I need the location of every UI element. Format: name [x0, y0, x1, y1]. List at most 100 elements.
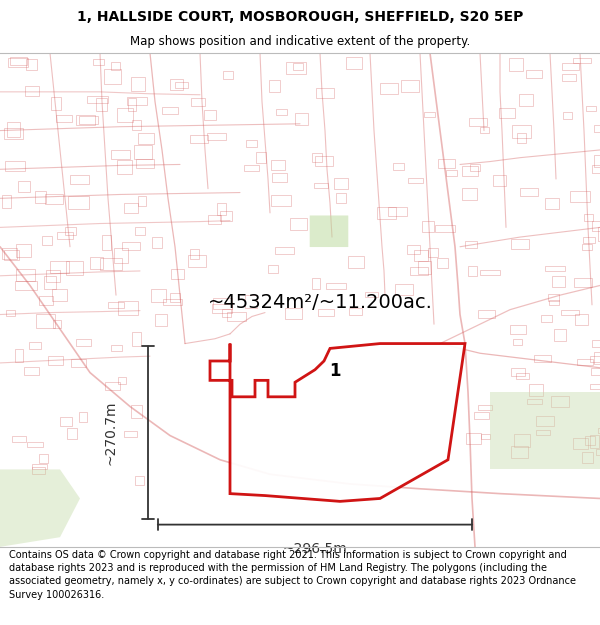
Bar: [462, 188, 476, 200]
Bar: [67, 261, 83, 275]
Bar: [116, 107, 133, 122]
Bar: [514, 339, 523, 344]
Bar: [68, 196, 89, 209]
Bar: [203, 110, 216, 120]
Bar: [581, 452, 593, 463]
Bar: [15, 281, 37, 290]
Bar: [135, 476, 144, 485]
Bar: [598, 428, 600, 433]
Bar: [208, 133, 226, 140]
Bar: [312, 278, 320, 289]
Bar: [102, 235, 111, 250]
Bar: [437, 258, 448, 268]
Bar: [24, 367, 39, 375]
Bar: [380, 83, 398, 94]
Bar: [50, 261, 69, 273]
Bar: [590, 384, 600, 389]
Bar: [284, 308, 302, 319]
Bar: [10, 57, 26, 64]
Bar: [4, 250, 19, 259]
Bar: [563, 111, 572, 119]
Bar: [135, 226, 145, 235]
Bar: [575, 314, 589, 326]
Bar: [41, 236, 52, 245]
Bar: [57, 232, 73, 239]
Bar: [365, 292, 378, 297]
Bar: [44, 276, 56, 289]
Bar: [7, 122, 20, 137]
Bar: [511, 446, 528, 458]
Bar: [96, 99, 107, 111]
Bar: [414, 250, 428, 261]
Bar: [162, 107, 178, 114]
Bar: [131, 77, 145, 91]
Bar: [465, 241, 477, 248]
Bar: [428, 249, 437, 257]
Bar: [562, 310, 579, 316]
Bar: [171, 269, 184, 279]
Bar: [334, 179, 348, 189]
Bar: [44, 194, 63, 204]
Bar: [134, 145, 152, 159]
Bar: [377, 208, 396, 219]
Bar: [227, 312, 245, 321]
Bar: [93, 59, 104, 66]
Bar: [481, 271, 500, 276]
Bar: [583, 237, 595, 243]
Bar: [170, 79, 183, 89]
Bar: [424, 112, 435, 117]
Bar: [388, 207, 407, 216]
Bar: [89, 257, 103, 269]
Bar: [478, 405, 491, 410]
Bar: [275, 247, 293, 254]
Bar: [286, 62, 306, 74]
Bar: [514, 434, 530, 447]
Bar: [549, 300, 559, 305]
Bar: [4, 127, 23, 139]
Bar: [118, 377, 127, 384]
Bar: [137, 196, 146, 206]
Bar: [349, 308, 362, 316]
Bar: [592, 165, 600, 173]
Bar: [574, 438, 588, 449]
Bar: [107, 302, 124, 308]
Bar: [65, 228, 76, 234]
Bar: [326, 283, 346, 289]
Bar: [6, 310, 14, 316]
Bar: [175, 82, 188, 88]
Bar: [493, 174, 506, 186]
Text: Map shows position and indicative extent of the property.: Map shows position and indicative extent…: [130, 34, 470, 48]
Bar: [79, 116, 98, 124]
FancyBboxPatch shape: [310, 216, 348, 247]
Bar: [316, 88, 334, 98]
Bar: [5, 161, 25, 171]
Bar: [70, 175, 89, 184]
Bar: [52, 289, 67, 301]
Bar: [67, 428, 77, 439]
Bar: [562, 74, 575, 81]
Bar: [170, 293, 180, 302]
Text: ~45324m²/~11.200ac.: ~45324m²/~11.200ac.: [208, 293, 433, 312]
Bar: [336, 193, 346, 202]
Bar: [392, 163, 404, 170]
Bar: [401, 80, 419, 91]
Bar: [122, 242, 140, 250]
Text: 1: 1: [329, 362, 341, 379]
Bar: [586, 106, 596, 111]
Bar: [438, 159, 455, 168]
Bar: [395, 284, 413, 295]
Bar: [422, 221, 434, 232]
Bar: [577, 359, 593, 365]
Bar: [155, 314, 167, 326]
Bar: [436, 225, 455, 232]
Bar: [407, 245, 420, 254]
Bar: [584, 214, 593, 221]
Polygon shape: [0, 469, 80, 547]
Bar: [136, 159, 154, 168]
Bar: [111, 150, 130, 159]
Bar: [27, 442, 43, 448]
Bar: [191, 98, 205, 106]
Bar: [2, 195, 11, 208]
Bar: [313, 153, 322, 162]
Bar: [79, 412, 87, 422]
